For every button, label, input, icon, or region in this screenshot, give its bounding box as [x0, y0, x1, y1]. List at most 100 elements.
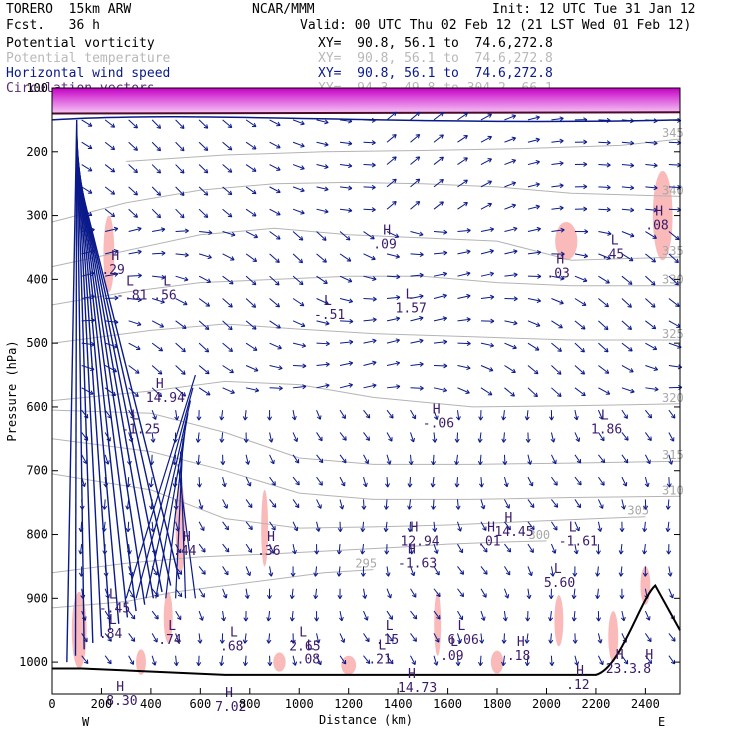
vector-arrowhead [599, 504, 604, 509]
circulation-vector [410, 274, 424, 277]
circulation-vector [645, 275, 656, 286]
circulation-vector [199, 231, 213, 234]
vector-arrowhead [553, 526, 558, 531]
circulation-vector [574, 655, 578, 666]
vector-arrowhead [506, 547, 512, 553]
organization: NCAR/MMM [252, 2, 315, 17]
vector-arrowhead [184, 228, 189, 234]
circulation-vector [292, 119, 305, 125]
extremum-value: .03 [546, 266, 569, 281]
extremum-value: .29 [101, 263, 124, 278]
vector-arrowhead [407, 483, 413, 488]
circulation-vector [410, 544, 413, 555]
vector-arrowhead [577, 480, 582, 486]
theta-contour [51, 438, 681, 500]
vector-arrowhead [133, 168, 138, 174]
vector-arrowhead [665, 527, 671, 532]
circulation-vector [433, 566, 440, 576]
circulation-vector [504, 566, 511, 576]
vector-arrowhead [478, 416, 484, 421]
jet-vector [76, 154, 146, 605]
vector-arrowhead [219, 416, 225, 421]
circulation-vector [104, 186, 115, 195]
vector-arrowhead [277, 344, 282, 350]
vector-arrowhead [548, 595, 554, 600]
circulation-vector [527, 161, 540, 166]
model-title: TORERO 15km ARW [6, 2, 132, 17]
vector-arrowhead [419, 272, 424, 278]
circulation-vector [222, 342, 233, 352]
theta-contour [51, 380, 681, 408]
circulation-vector [598, 164, 611, 166]
vector-arrowhead [504, 594, 510, 599]
circulation-vector [151, 141, 161, 152]
circulation-vector [644, 454, 651, 464]
vector-arrowhead [207, 254, 212, 260]
circulation-vector [574, 521, 580, 532]
circulation-vector [668, 477, 670, 488]
circulation-vector [668, 253, 679, 264]
circulation-vector [433, 610, 441, 620]
circulation-vector [269, 342, 282, 349]
circulation-vector [175, 588, 183, 597]
circulation-vector [339, 454, 347, 464]
circulation-vector [245, 342, 258, 351]
vector-arrowhead [137, 297, 142, 303]
circulation-vector [222, 119, 233, 128]
vector-arrowhead [394, 233, 400, 238]
circulation-vector [245, 476, 251, 487]
low-marker: L [386, 619, 394, 634]
circulation-vector [292, 655, 296, 666]
high-marker: H [556, 252, 564, 267]
vector-arrowhead [200, 526, 205, 531]
vector-arrowhead [318, 481, 323, 486]
vector-arrowhead [647, 413, 653, 419]
vector-arrowhead [431, 460, 437, 466]
vector-arrowhead [652, 234, 657, 239]
vector-arrowhead [223, 504, 228, 509]
circulation-vector [222, 208, 233, 218]
vector-arrowhead [571, 617, 577, 622]
circulation-vector [245, 119, 257, 128]
circulation-vector [222, 611, 225, 622]
circulation-vector [292, 141, 305, 147]
circulation-vector [480, 365, 494, 372]
circulation-vector [503, 611, 507, 622]
circulation-vector [433, 294, 447, 299]
circulation-vector [340, 320, 354, 323]
vector-arrowhead [87, 144, 93, 150]
circulation-vector [597, 655, 604, 665]
circulation-vector [152, 252, 166, 255]
vector-arrowhead [667, 572, 673, 577]
circulation-vector [339, 119, 353, 122]
vector-arrowhead [650, 281, 656, 286]
vector-arrowhead [574, 661, 580, 666]
vector-arrowhead [177, 592, 183, 598]
circulation-vector [645, 365, 658, 371]
circulation-vector [175, 633, 180, 644]
vector-arrowhead [458, 548, 464, 554]
circulation-vector [316, 186, 329, 191]
circulation-vector [221, 432, 224, 443]
circulation-vector [621, 365, 634, 373]
circulation-vector [128, 141, 138, 151]
circulation-vector [245, 543, 253, 553]
circulation-vector [151, 409, 157, 420]
vector-arrowhead [463, 135, 468, 140]
circulation-vector [433, 201, 444, 210]
vector-arrowhead [246, 571, 252, 577]
vector-arrowhead [501, 661, 507, 666]
vector-arrowhead [575, 437, 581, 442]
vector-arrowhead [87, 122, 93, 127]
vector-arrowhead [439, 112, 444, 117]
vector-arrowhead [513, 226, 518, 232]
circulation-vector [644, 432, 652, 441]
low-marker: L [457, 619, 465, 634]
vector-arrowhead [388, 615, 393, 620]
circulation-vector [504, 499, 510, 509]
vector-arrowhead [227, 168, 233, 173]
field-theta-name: Potential temperature [6, 51, 171, 66]
vector-arrowhead [251, 280, 257, 286]
circulation-vector [222, 588, 227, 599]
vector-arrowhead [490, 294, 495, 300]
